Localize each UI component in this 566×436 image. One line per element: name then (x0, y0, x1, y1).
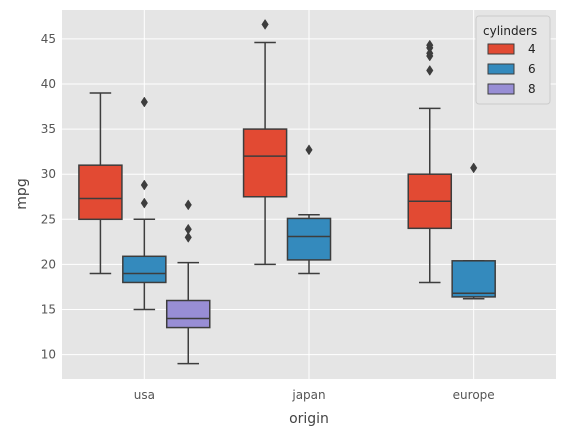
box-iqr (165, 299, 211, 329)
y-tick-label: 30 (41, 167, 56, 181)
outlier-point (140, 197, 148, 209)
boxes (78, 18, 496, 365)
outlier-point (426, 39, 434, 51)
box-4-usa (78, 92, 123, 275)
y-axis-label: mpg (14, 178, 30, 209)
box-iqr (78, 164, 123, 221)
box-iqr (242, 128, 288, 198)
legend: cylinders 4 6 8 (475, 15, 551, 105)
box-iqr (122, 255, 167, 284)
legend-items: 4 6 8 (487, 42, 536, 96)
box-4-europe (407, 39, 453, 284)
y-tick-label: 35 (41, 122, 56, 136)
outlier-point (184, 199, 192, 211)
y-tick-label: 45 (41, 32, 56, 46)
y-tick-label: 25 (41, 212, 56, 226)
box-8-usa (165, 199, 211, 365)
outlier-point (184, 231, 192, 243)
box-iqr (286, 217, 332, 261)
y-tick-label: 15 (41, 303, 56, 317)
legend-swatch-8 (487, 83, 515, 95)
box-6-japan (286, 144, 332, 275)
legend-label-6: 6 (528, 62, 536, 76)
y-tick-label: 20 (41, 257, 56, 271)
outlier-point (426, 64, 434, 76)
x-axis-label: origin (289, 411, 329, 427)
outlier-point (140, 96, 148, 108)
box-4-japan (242, 18, 288, 266)
box-iqr (451, 260, 496, 298)
outlier-point (261, 18, 269, 30)
legend-swatch-6 (487, 63, 515, 75)
x-tick-labels: usa japan europe (134, 388, 495, 402)
box-6-europe (451, 162, 496, 300)
legend-swatch-4 (487, 43, 515, 55)
outlier-point (184, 223, 192, 235)
y-tick-label: 10 (41, 348, 56, 362)
y-tick-label: 40 (41, 77, 56, 91)
x-tick-label: europe (453, 388, 495, 402)
x-tick-label: japan (291, 388, 325, 402)
outlier-point (140, 179, 148, 191)
x-tick-label: usa (134, 388, 155, 402)
legend-title: cylinders (483, 24, 537, 38)
outlier-point (305, 144, 313, 156)
legend-frame (475, 15, 551, 105)
y-tick-labels: 10 15 20 25 30 35 40 45 (41, 32, 56, 362)
legend-label-4: 4 (528, 42, 536, 56)
box-6-usa (122, 96, 167, 311)
outlier-point (470, 162, 478, 174)
legend-label-8: 8 (528, 82, 536, 96)
